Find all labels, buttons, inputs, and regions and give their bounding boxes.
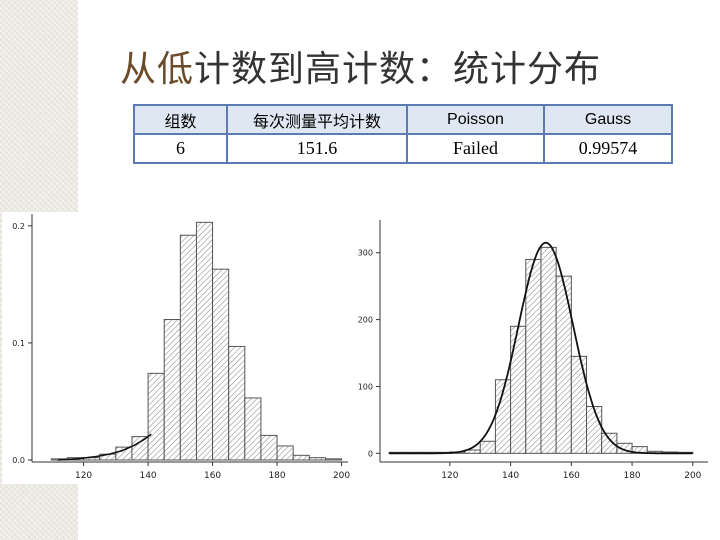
histogram-bar: [147, 372, 165, 461]
x-tick-label: 140: [139, 471, 156, 481]
header-poisson: Poisson: [406, 104, 545, 135]
histogram-bar: [525, 258, 542, 454]
y-tick-label: 0.1: [12, 339, 25, 348]
histogram-bar: [540, 246, 557, 454]
x-tick-label: 200: [333, 471, 350, 481]
gauss-fit-curve: [389, 241, 693, 455]
y-tick-label: 0.0: [12, 456, 25, 465]
table-header-row: 组数 每次测量平均计数 Poisson Gauss: [133, 104, 673, 135]
y-tick-label: 0: [368, 449, 373, 458]
histogram-bar: [131, 436, 149, 461]
x-tick-label: 180: [623, 471, 640, 481]
histogram-left-svg: 120 140 160 180 200 0.0 0.1 0.2: [12, 214, 350, 481]
header-gauss: Gauss: [543, 104, 673, 135]
histogram-bar: [324, 458, 343, 461]
y-tick-label: 0.2: [12, 222, 25, 231]
header-groups: 组数: [133, 104, 228, 135]
histogram-bar: [260, 434, 278, 461]
value-groups: 6: [133, 133, 228, 164]
histogram-bar: [570, 355, 588, 454]
histogram-bar: [308, 457, 326, 461]
fit-curve: [57, 433, 152, 461]
histogram-bar: [276, 445, 294, 461]
x-tick-label: 200: [684, 471, 701, 481]
histogram-bar: [244, 397, 262, 461]
header-mean-count: 每次测量平均计数: [226, 104, 408, 135]
x-tick-label: 160: [204, 471, 221, 481]
x-tick-label: 120: [75, 471, 92, 481]
histogram-right-svg: 120 140 160 180 200 0 100 200 300: [358, 220, 708, 481]
histogram-bar: [195, 221, 214, 461]
y-tick-label: 200: [358, 316, 373, 325]
histogram-bar: [479, 440, 496, 454]
table-value-row: 6 151.6 Failed 0.99574: [133, 133, 673, 164]
histogram-bar: [179, 234, 197, 461]
x-tick-label: 140: [502, 471, 519, 481]
histogram-bar: [163, 319, 181, 461]
title-rest: 计数到高计数：统计分布: [194, 49, 602, 90]
value-gauss: 0.99574: [543, 133, 673, 164]
slide-title: 从低计数到高计数：统计分布: [120, 40, 601, 92]
y-tick-label: 300: [358, 249, 373, 258]
histogram-bar: [228, 345, 246, 461]
y-tick-label: 100: [358, 382, 373, 391]
title-highlight: 从低: [120, 49, 195, 90]
stats-table: 组数 每次测量平均计数 Poisson Gauss 6 151.6 Failed…: [133, 104, 673, 164]
histogram-left: 120 140 160 180 200 0.0 0.1 0.2: [2, 212, 354, 484]
histogram-bar: [212, 268, 230, 461]
histogram-bar: [586, 406, 603, 454]
histogram-bar: [510, 325, 527, 454]
value-poisson: Failed: [406, 133, 545, 164]
histogram-right: 120 140 160 180 200 0 100 200 300: [352, 212, 712, 484]
x-tick-label: 120: [441, 471, 458, 481]
histogram-bar: [292, 454, 310, 461]
x-tick-label: 180: [268, 471, 285, 481]
x-tick-label: 160: [563, 471, 580, 481]
value-mean-count: 151.6: [226, 133, 408, 164]
